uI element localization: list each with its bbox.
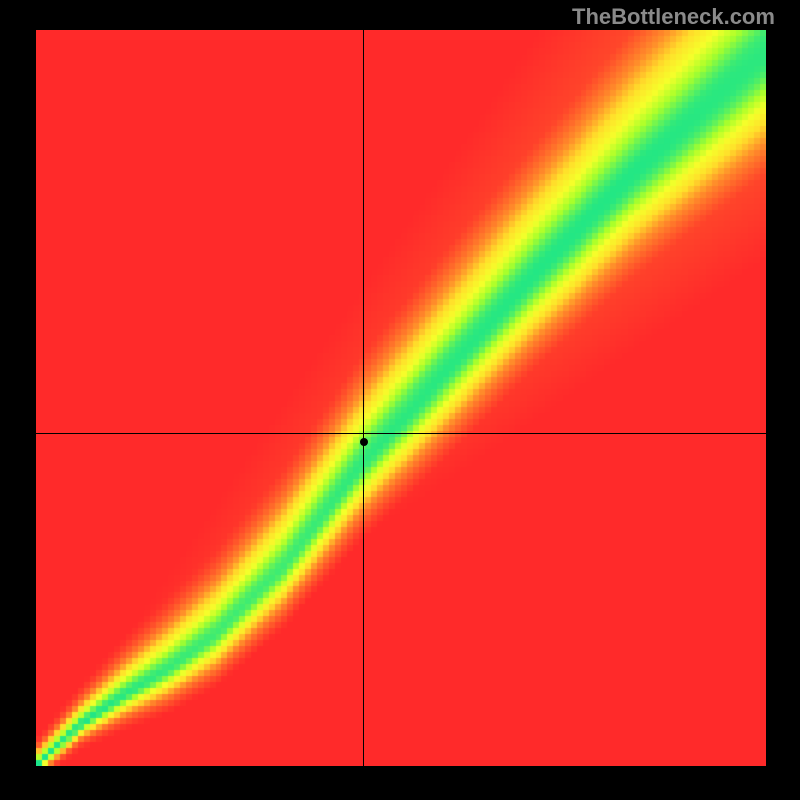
crosshair-vertical — [363, 30, 364, 766]
watermark-text: TheBottleneck.com — [572, 4, 775, 30]
data-point-marker — [360, 438, 368, 446]
crosshair-horizontal — [36, 433, 766, 434]
plot-area — [36, 30, 766, 766]
bottleneck-heatmap — [36, 30, 766, 766]
